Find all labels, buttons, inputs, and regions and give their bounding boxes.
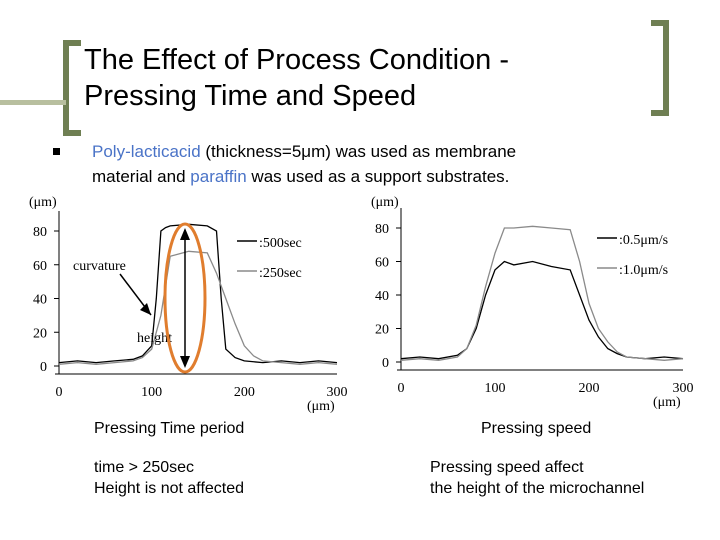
x-tick-label: 100	[141, 385, 162, 400]
chart1-caption-line1: time > 250sec	[94, 459, 195, 476]
y-tick-label: 80	[375, 222, 389, 237]
legend-label: :1.0μm/s	[619, 263, 668, 278]
y-tick-label: 0	[382, 356, 389, 371]
bullet-text-segment-5: was used as a support substrates.	[246, 167, 510, 186]
chart2-caption-line2: the height of the microchannel	[430, 480, 645, 497]
height-highlight-ring	[163, 222, 207, 374]
y-tick-label: 20	[375, 323, 389, 338]
chart2-caption-title: Pressing speed	[481, 420, 592, 437]
y-tick-label: 80	[33, 225, 47, 240]
bullet-marker-icon	[53, 148, 60, 155]
y-unit-label: (μm)	[29, 195, 57, 210]
height-annotation: height	[137, 331, 172, 346]
legend-label: :250sec	[259, 266, 302, 281]
bullet-text-segment-2: (thickness=5μm) was used as membrane	[200, 142, 517, 161]
y-tick-label: 60	[375, 256, 389, 271]
series-line-2	[400, 225, 684, 361]
x-tick-label: 300	[327, 385, 348, 400]
x-tick-label: 0	[398, 381, 405, 396]
y-unit-label: (μm)	[371, 195, 399, 210]
y-tick-label: 20	[33, 326, 47, 341]
legend-label: :500sec	[259, 236, 302, 251]
curvature-arrow-head	[140, 303, 151, 315]
chart2-caption-line1: Pressing speed affect	[430, 459, 584, 476]
title-line-1: The Effect of Process Condition -	[84, 44, 510, 76]
legend-label: :0.5μm/s	[619, 233, 668, 248]
x-tick-label: 300	[673, 381, 694, 396]
curvature-annotation: curvature	[73, 259, 126, 274]
y-tick-label: 60	[33, 259, 47, 274]
y-tick-label: 40	[33, 293, 47, 308]
x-tick-label: 200	[234, 385, 255, 400]
x-tick-label: 200	[579, 381, 600, 396]
title-underline-rule	[0, 100, 66, 105]
chart1-caption-title: Pressing Time period	[94, 420, 245, 437]
x-tick-label: 0	[56, 385, 63, 400]
title-left-bracket	[63, 40, 81, 136]
height-arrow-head-top	[180, 228, 190, 240]
page-title: The Effect of Process Condition - Pressi…	[84, 42, 624, 114]
bullet-text-segment-3: material and	[92, 167, 191, 186]
bullet-text-highlight-2: paraffin	[190, 167, 247, 186]
height-arrow-head-bottom	[180, 356, 190, 368]
chart1-caption-line2: Height is not affected	[94, 480, 245, 497]
x-unit-label: (μm)	[307, 399, 335, 414]
series-line-2	[58, 250, 338, 365]
x-tick-label: 100	[485, 381, 506, 396]
title-line-2: Pressing Time and Speed	[84, 80, 417, 112]
bullet-text-highlight-1: Poly-lacticacid	[92, 142, 201, 161]
y-tick-label: 0	[40, 360, 47, 375]
title-right-bracket	[651, 20, 669, 116]
y-tick-label: 40	[375, 289, 389, 304]
bullet-text: Poly-lacticacid (thickness=5μm) was used…	[92, 139, 652, 189]
x-unit-label: (μm)	[653, 395, 681, 410]
